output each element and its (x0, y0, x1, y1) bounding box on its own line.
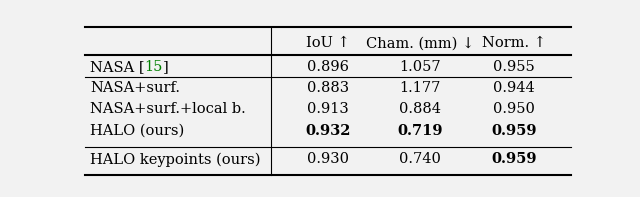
Text: 0.896: 0.896 (307, 60, 349, 74)
Text: 15: 15 (145, 60, 163, 74)
Text: 0.930: 0.930 (307, 152, 349, 166)
Text: 0.955: 0.955 (493, 60, 535, 74)
Text: 0.950: 0.950 (493, 102, 535, 116)
Text: 0.884: 0.884 (399, 102, 441, 116)
Text: 0.959: 0.959 (492, 152, 537, 166)
Text: Cham. (mm) ↓: Cham. (mm) ↓ (365, 36, 474, 50)
Text: NASA+surf.: NASA+surf. (90, 81, 180, 95)
Text: NASA [: NASA [ (90, 60, 145, 74)
Text: IoU ↑: IoU ↑ (306, 36, 350, 50)
Text: 0.959: 0.959 (492, 124, 537, 138)
Text: NASA+surf.+local b.: NASA+surf.+local b. (90, 102, 246, 116)
Text: ]: ] (163, 60, 169, 74)
Text: HALO keypoints (ours): HALO keypoints (ours) (90, 152, 260, 167)
Text: 0.913: 0.913 (307, 102, 349, 116)
Text: 0.883: 0.883 (307, 81, 349, 95)
Text: 0.932: 0.932 (305, 124, 351, 138)
Text: HALO (ours): HALO (ours) (90, 124, 184, 138)
Text: 0.944: 0.944 (493, 81, 535, 95)
Text: Norm. ↑: Norm. ↑ (482, 36, 546, 50)
Text: 1.057: 1.057 (399, 60, 440, 74)
Text: 0.740: 0.740 (399, 152, 441, 166)
Text: 1.177: 1.177 (399, 81, 440, 95)
Text: 0.719: 0.719 (397, 124, 442, 138)
